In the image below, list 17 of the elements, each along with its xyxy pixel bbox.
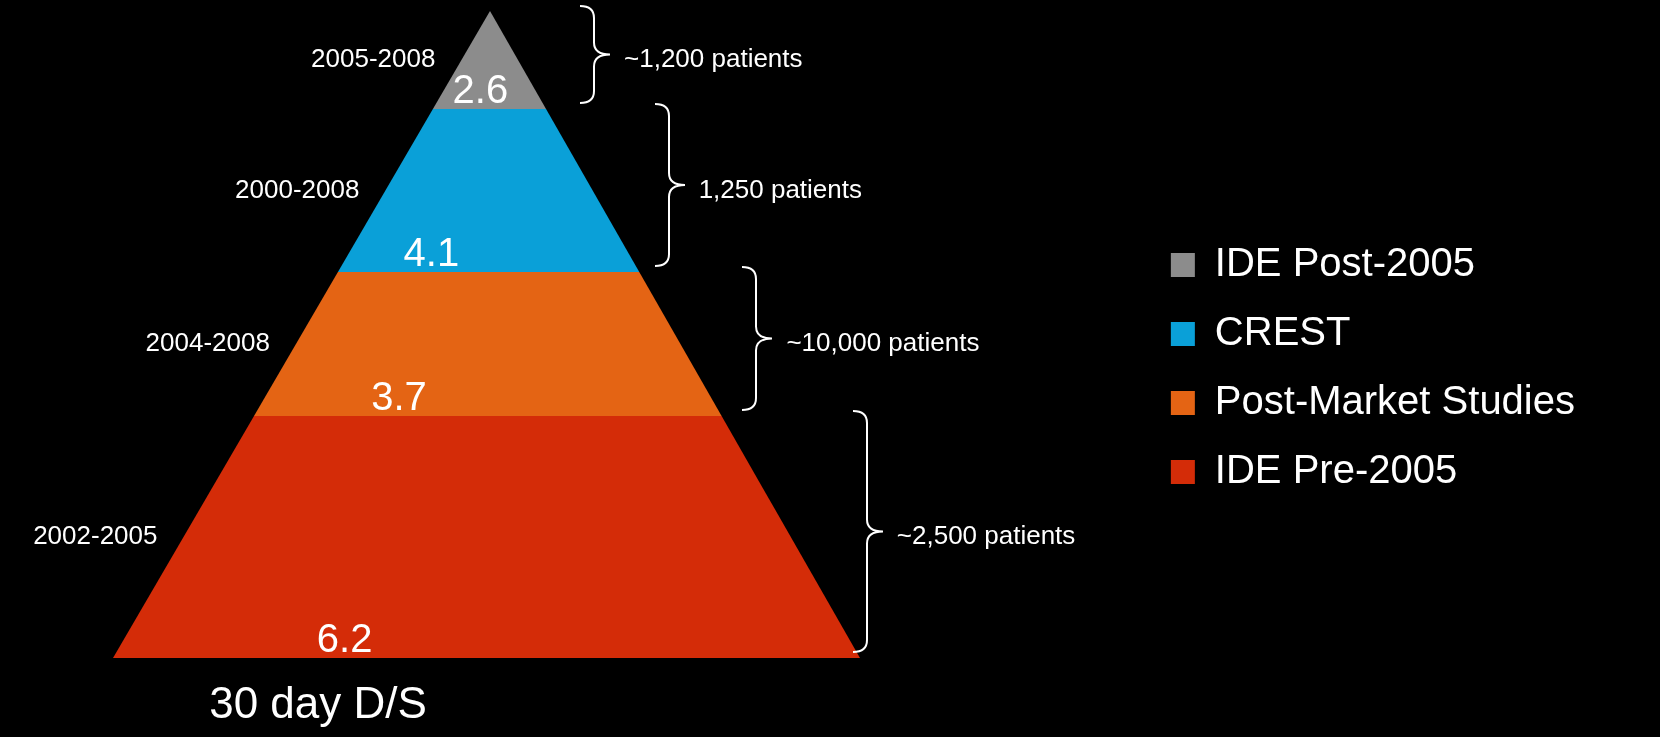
text: 2005-2008 xyxy=(311,43,436,74)
category-label: CREST xyxy=(1214,309,1351,354)
text: 2002-2005 xyxy=(33,520,158,551)
category-label: IDE Post-2005 xyxy=(1214,240,1475,285)
text: 30 day D/S xyxy=(209,678,427,728)
category-label: IDE Pre-2005 xyxy=(1214,447,1458,492)
text: 2004-2008 xyxy=(145,327,270,358)
category-label: Post-Market Studies xyxy=(1214,378,1575,423)
text: ~10,000 patients xyxy=(786,327,980,358)
text: ~1,200 patients xyxy=(624,43,803,74)
text: 1,250 patients xyxy=(698,173,863,204)
text: ~2,500 patients xyxy=(896,520,1076,551)
data-label: 3.7 xyxy=(371,374,427,418)
text: 2000-2008 xyxy=(235,173,360,204)
data-label: 6.2 xyxy=(316,616,373,660)
data-label: 4.1 xyxy=(403,230,460,274)
data-label: 2.6 xyxy=(452,67,509,111)
